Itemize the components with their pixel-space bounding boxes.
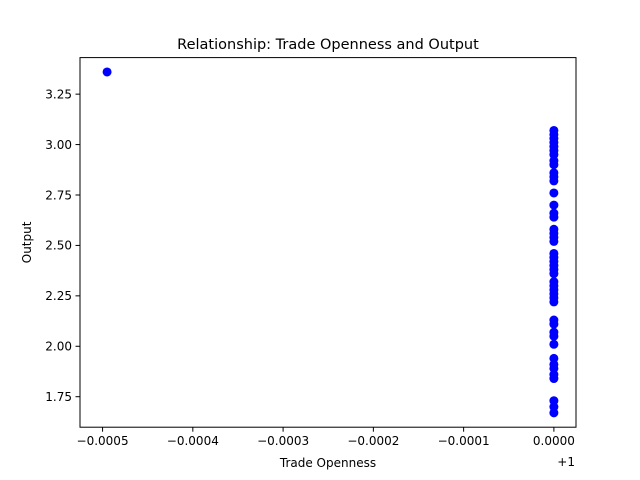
chart-title: Relationship: Trade Openness and Output [177,37,479,53]
y-tick-label: 2.00 [45,340,72,354]
x-axis-label: Trade Openness [279,456,376,470]
x-tick-label: −0.0004 [167,434,219,448]
scatter-point [549,176,559,186]
scatter-point [549,269,559,279]
scatter-point [549,374,559,384]
y-tick-label: 3.00 [45,138,72,152]
x-axis-offset-label: +1 [557,455,575,469]
x-tick-label: −0.0005 [77,434,129,448]
scatter-point [549,160,559,170]
scatter-point [102,67,112,77]
y-tick-label: 2.50 [45,239,72,253]
plot-frame [79,57,577,428]
points-layer [102,67,559,418]
scatter-point [549,297,559,307]
scatter-point [549,331,559,341]
x-tick-label: −0.0001 [438,434,490,448]
y-tick-label: 3.25 [45,87,72,101]
x-axis: −0.0005 −0.0004 −0.0003 −0.0002 −0.0001 0.000… [77,427,575,448]
scatter-point [549,319,559,329]
y-axis: 1.75 2.00 2.25 2.50 2.75 3.00 3.25 [45,87,80,404]
x-tick-label: 0.0000 [533,434,575,448]
y-tick-label: 2.25 [45,289,72,303]
scatter-point [549,236,559,246]
x-tick-label: −0.0003 [257,434,309,448]
y-axis-label: Output [20,221,34,263]
y-tick-label: 2.75 [45,188,72,202]
y-tick-label: 1.75 [45,390,72,404]
scatter-point [549,339,559,349]
scatter-point [549,212,559,222]
x-tick-label: −0.0002 [347,434,399,448]
scatter-point [549,408,559,418]
scatter-point [549,200,559,210]
scatter-point [549,188,559,198]
